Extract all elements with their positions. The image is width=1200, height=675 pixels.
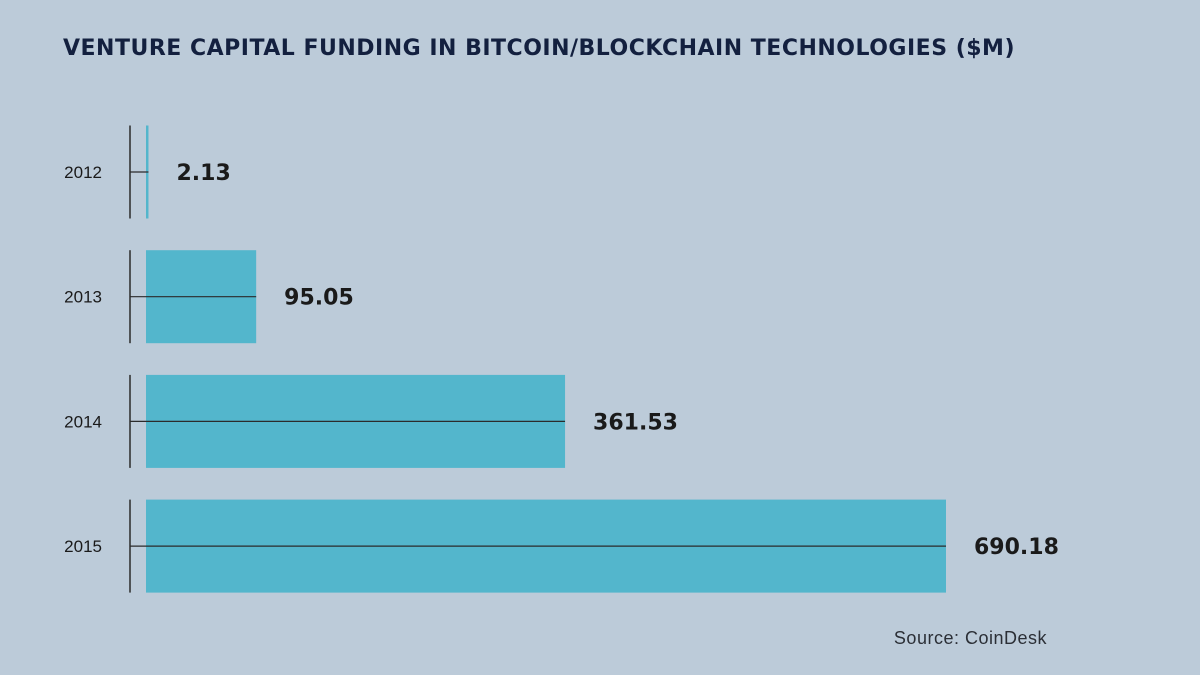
value-label-2014: 361.53: [593, 410, 678, 435]
source-note: Source: CoinDesk: [893, 628, 1047, 648]
value-label-2013: 95.05: [284, 286, 354, 311]
category-label-2013: 2013: [64, 288, 102, 307]
category-label-2012: 2012: [64, 163, 102, 182]
value-label-2012: 2.13: [176, 161, 230, 186]
category-label-2014: 2014: [64, 412, 102, 431]
chart-title: VENTURE CAPITAL FUNDING IN BITCOIN/BLOCK…: [63, 36, 1016, 61]
category-label-2015: 2015: [64, 537, 102, 556]
value-label-2015: 690.18: [974, 535, 1059, 560]
